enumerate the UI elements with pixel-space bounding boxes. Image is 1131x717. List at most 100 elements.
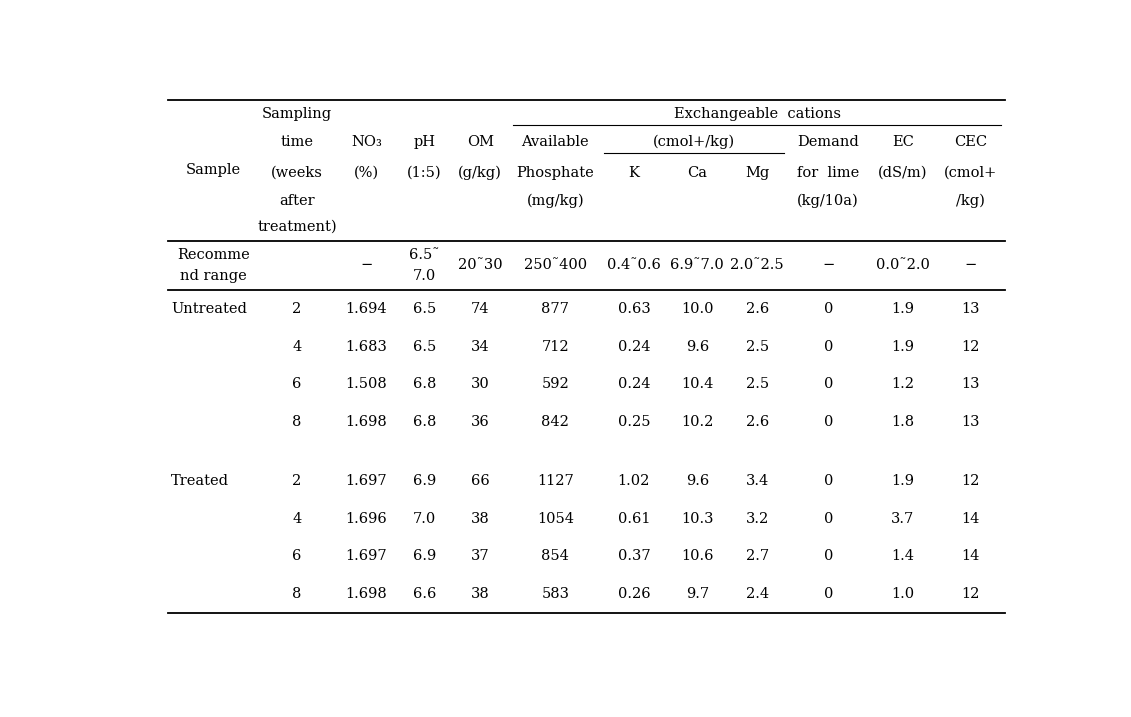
Text: 36: 36 <box>470 414 490 429</box>
Text: 1.694: 1.694 <box>346 302 387 316</box>
Text: Exchangeable  cations: Exchangeable cations <box>674 107 840 121</box>
Text: Available: Available <box>521 135 589 149</box>
Text: 1.9: 1.9 <box>891 340 914 353</box>
Text: 1.02: 1.02 <box>618 475 650 488</box>
Text: 2.6: 2.6 <box>745 302 769 316</box>
Text: 38: 38 <box>470 587 490 601</box>
Text: 10.0: 10.0 <box>681 302 714 316</box>
Text: 74: 74 <box>470 302 490 316</box>
Text: 1.697: 1.697 <box>346 549 387 564</box>
Text: time: time <box>280 135 313 149</box>
Text: K: K <box>629 166 639 180</box>
Text: 0: 0 <box>823 377 832 391</box>
Text: 10.4: 10.4 <box>681 377 714 391</box>
Text: 30: 30 <box>470 377 490 391</box>
Text: 1.0: 1.0 <box>891 587 914 601</box>
Text: Mg: Mg <box>745 166 769 180</box>
Text: 3.4: 3.4 <box>745 475 769 488</box>
Text: 1.698: 1.698 <box>346 587 388 601</box>
Text: Ca: Ca <box>688 166 707 180</box>
Text: 0: 0 <box>823 475 832 488</box>
Text: 6.5: 6.5 <box>413 302 437 316</box>
Text: 34: 34 <box>470 340 490 353</box>
Text: 6: 6 <box>292 549 302 564</box>
Text: 6.5: 6.5 <box>413 340 437 353</box>
Text: 854: 854 <box>542 549 569 564</box>
Text: 1.9: 1.9 <box>891 302 914 316</box>
Text: CEC: CEC <box>953 135 987 149</box>
Text: 38: 38 <box>470 512 490 526</box>
Text: OM: OM <box>467 135 493 149</box>
Text: 4: 4 <box>293 340 302 353</box>
Text: 0.26: 0.26 <box>618 587 650 601</box>
Text: 12: 12 <box>961 475 979 488</box>
Text: 8: 8 <box>292 414 302 429</box>
Text: 12: 12 <box>961 587 979 601</box>
Text: 10.3: 10.3 <box>681 512 714 526</box>
Text: 0: 0 <box>823 302 832 316</box>
Text: 7.0: 7.0 <box>413 512 437 526</box>
Text: 13: 13 <box>961 377 979 391</box>
Text: Phosphate: Phosphate <box>517 166 594 180</box>
Text: −: − <box>822 258 835 272</box>
Text: 1.2: 1.2 <box>891 377 914 391</box>
Text: 0.25: 0.25 <box>618 414 650 429</box>
Text: (%): (%) <box>354 166 379 180</box>
Text: 7.0: 7.0 <box>413 270 437 283</box>
Text: 1.697: 1.697 <box>346 475 387 488</box>
Text: 583: 583 <box>542 587 569 601</box>
Text: 0: 0 <box>823 549 832 564</box>
Text: 2.7: 2.7 <box>745 549 769 564</box>
Text: 6.8: 6.8 <box>413 377 437 391</box>
Text: 12: 12 <box>961 340 979 353</box>
Text: 0.63: 0.63 <box>618 302 650 316</box>
Text: 6: 6 <box>292 377 302 391</box>
Text: 0.61: 0.61 <box>618 512 650 526</box>
Text: 2: 2 <box>293 475 302 488</box>
Text: 1127: 1127 <box>537 475 573 488</box>
Text: 9.6: 9.6 <box>685 475 709 488</box>
Text: Sample: Sample <box>185 163 241 177</box>
Text: 6.6: 6.6 <box>413 587 437 601</box>
Text: pH: pH <box>413 135 435 149</box>
Text: Treated: Treated <box>171 475 230 488</box>
Text: 37: 37 <box>470 549 490 564</box>
Text: 0: 0 <box>823 414 832 429</box>
Text: −: − <box>964 258 976 272</box>
Text: 1.683: 1.683 <box>346 340 388 353</box>
Text: (cmol+: (cmol+ <box>943 166 996 180</box>
Text: 842: 842 <box>542 414 569 429</box>
Text: 2.5: 2.5 <box>745 377 769 391</box>
Text: 3.7: 3.7 <box>891 512 914 526</box>
Text: 4: 4 <box>293 512 302 526</box>
Text: Recomme: Recomme <box>176 247 250 262</box>
Text: 877: 877 <box>542 302 569 316</box>
Text: for  lime: for lime <box>797 166 860 180</box>
Text: 592: 592 <box>542 377 569 391</box>
Text: EC: EC <box>892 135 914 149</box>
Text: 2.4: 2.4 <box>745 587 769 601</box>
Text: 712: 712 <box>542 340 569 353</box>
Text: 1.508: 1.508 <box>346 377 388 391</box>
Text: (g/kg): (g/kg) <box>458 166 502 180</box>
Text: (kg/10a): (kg/10a) <box>797 194 860 209</box>
Text: 66: 66 <box>470 475 490 488</box>
Text: 13: 13 <box>961 414 979 429</box>
Text: (cmol+/kg): (cmol+/kg) <box>653 135 735 149</box>
Text: 0: 0 <box>823 587 832 601</box>
Text: 20˜30: 20˜30 <box>458 258 502 272</box>
Text: (1:5): (1:5) <box>407 166 442 180</box>
Text: 9.6: 9.6 <box>685 340 709 353</box>
Text: 9.7: 9.7 <box>685 587 709 601</box>
Text: (weeks: (weeks <box>271 166 323 180</box>
Text: 6.8: 6.8 <box>413 414 437 429</box>
Text: 0.4˜0.6: 0.4˜0.6 <box>607 258 661 272</box>
Text: 10.2: 10.2 <box>681 414 714 429</box>
Text: after: after <box>279 194 314 208</box>
Text: 6.9˜7.0: 6.9˜7.0 <box>671 258 724 272</box>
Text: 1.4: 1.4 <box>891 549 914 564</box>
Text: 0.0˜2.0: 0.0˜2.0 <box>875 258 930 272</box>
Text: 8: 8 <box>292 587 302 601</box>
Text: treatment): treatment) <box>257 219 337 234</box>
Text: 2.6: 2.6 <box>745 414 769 429</box>
